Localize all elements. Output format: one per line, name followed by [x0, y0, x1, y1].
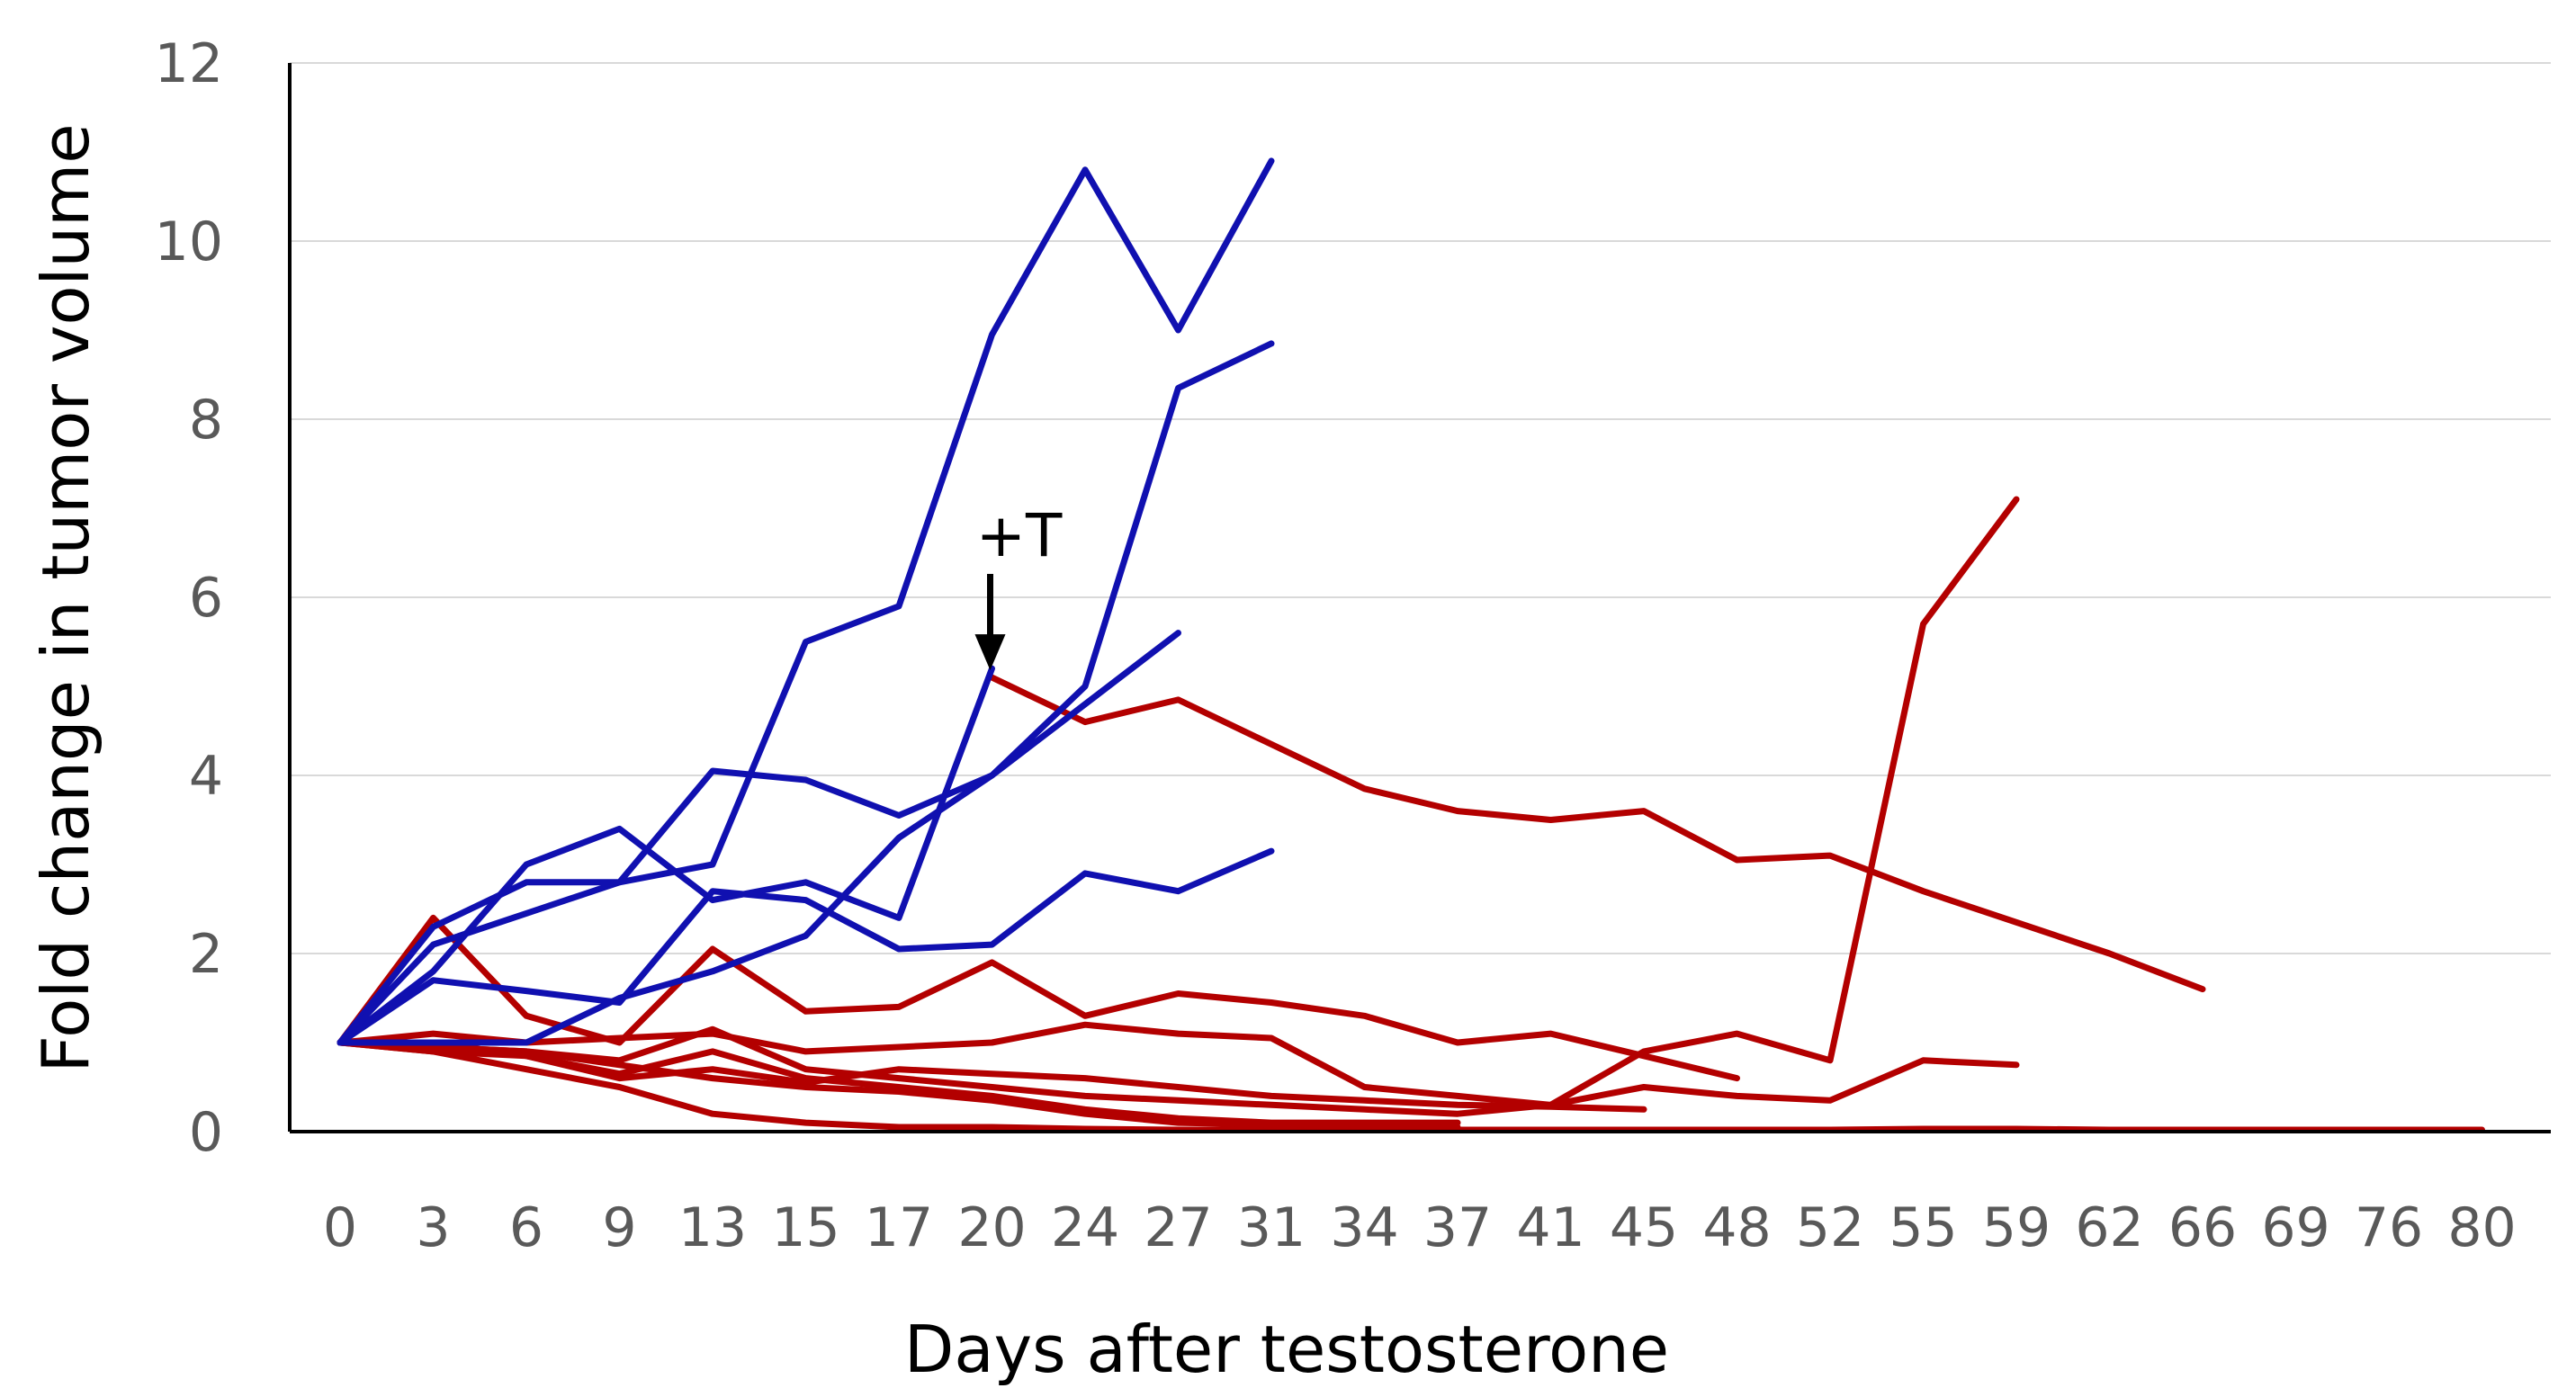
series-line-red-6 [337, 1039, 2485, 1133]
series-line-red-8 [337, 1039, 1461, 1126]
series-line-blue-3 [337, 157, 1275, 1046]
series-line-blue-1 [337, 665, 995, 1046]
y-tick-label: 8 [189, 389, 223, 452]
x-tick-label: 59 [1982, 1196, 2051, 1259]
y-tick-label: 2 [189, 923, 223, 986]
x-tick-label: 48 [1702, 1196, 1771, 1259]
x-tick-label: 37 [1423, 1196, 1492, 1259]
x-tick-label: 20 [957, 1196, 1026, 1259]
x-tick-label: 9 [602, 1196, 636, 1259]
gridlines [290, 62, 2551, 954]
x-tick-label: 66 [2168, 1196, 2237, 1259]
axes [288, 63, 2551, 1133]
series-line-red-1 [989, 674, 2206, 993]
x-tick-label: 76 [2355, 1196, 2423, 1259]
x-tick-label: 41 [1516, 1196, 1584, 1259]
y-tick-label: 10 [155, 210, 223, 273]
annotation: +T [974, 501, 1063, 671]
series-line-blue-5 [337, 630, 1181, 1046]
x-tick-label: 17 [865, 1196, 933, 1259]
y-tick-labels: 0 2 4 6 8 10 12 [155, 32, 223, 1164]
x-tick-label: 13 [678, 1196, 747, 1259]
series-line-red-4 [337, 1025, 2020, 1117]
x-tick-label: 15 [771, 1196, 839, 1259]
y-tick-label: 0 [189, 1101, 223, 1164]
x-tick-label: 34 [1330, 1196, 1398, 1259]
y-tick-label: 6 [189, 567, 223, 630]
annotation-label: +T [976, 501, 1063, 570]
x-tick-label: 55 [1889, 1196, 1957, 1259]
x-tick-label: 69 [2261, 1196, 2329, 1259]
series-lines [337, 157, 2485, 1133]
x-tick-label: 0 [323, 1196, 357, 1259]
x-tick-label: 27 [1144, 1196, 1212, 1259]
series-line-blue-4 [337, 847, 1275, 1046]
x-tick-label: 6 [509, 1196, 543, 1259]
annotation-arrow-head [974, 634, 1006, 671]
x-tick-labels: 0 3 6 9 13 15 17 20 24 27 31 34 37 41 45 48 52 55 59 62 66 69… [323, 1196, 2517, 1259]
y-tick-label: 4 [189, 745, 223, 808]
x-tick-label: 31 [1237, 1196, 1306, 1259]
series-line-blue-2 [337, 340, 1275, 1046]
y-axis-title: Fold change in tumor volume [28, 123, 103, 1072]
series-line-red-2 [337, 914, 1740, 1082]
x-tick-label: 45 [1610, 1196, 1678, 1259]
x-tick-label: 62 [2075, 1196, 2143, 1259]
x-tick-label: 24 [1051, 1196, 1119, 1259]
x-tick-label: 52 [1796, 1196, 1864, 1259]
x-tick-label: 80 [2447, 1196, 2516, 1259]
x-axis-title: Days after testosterone [904, 1312, 1669, 1387]
x-tick-label: 3 [416, 1196, 450, 1259]
series-line-red-3 [337, 496, 2020, 1108]
y-tick-label: 12 [155, 32, 223, 95]
